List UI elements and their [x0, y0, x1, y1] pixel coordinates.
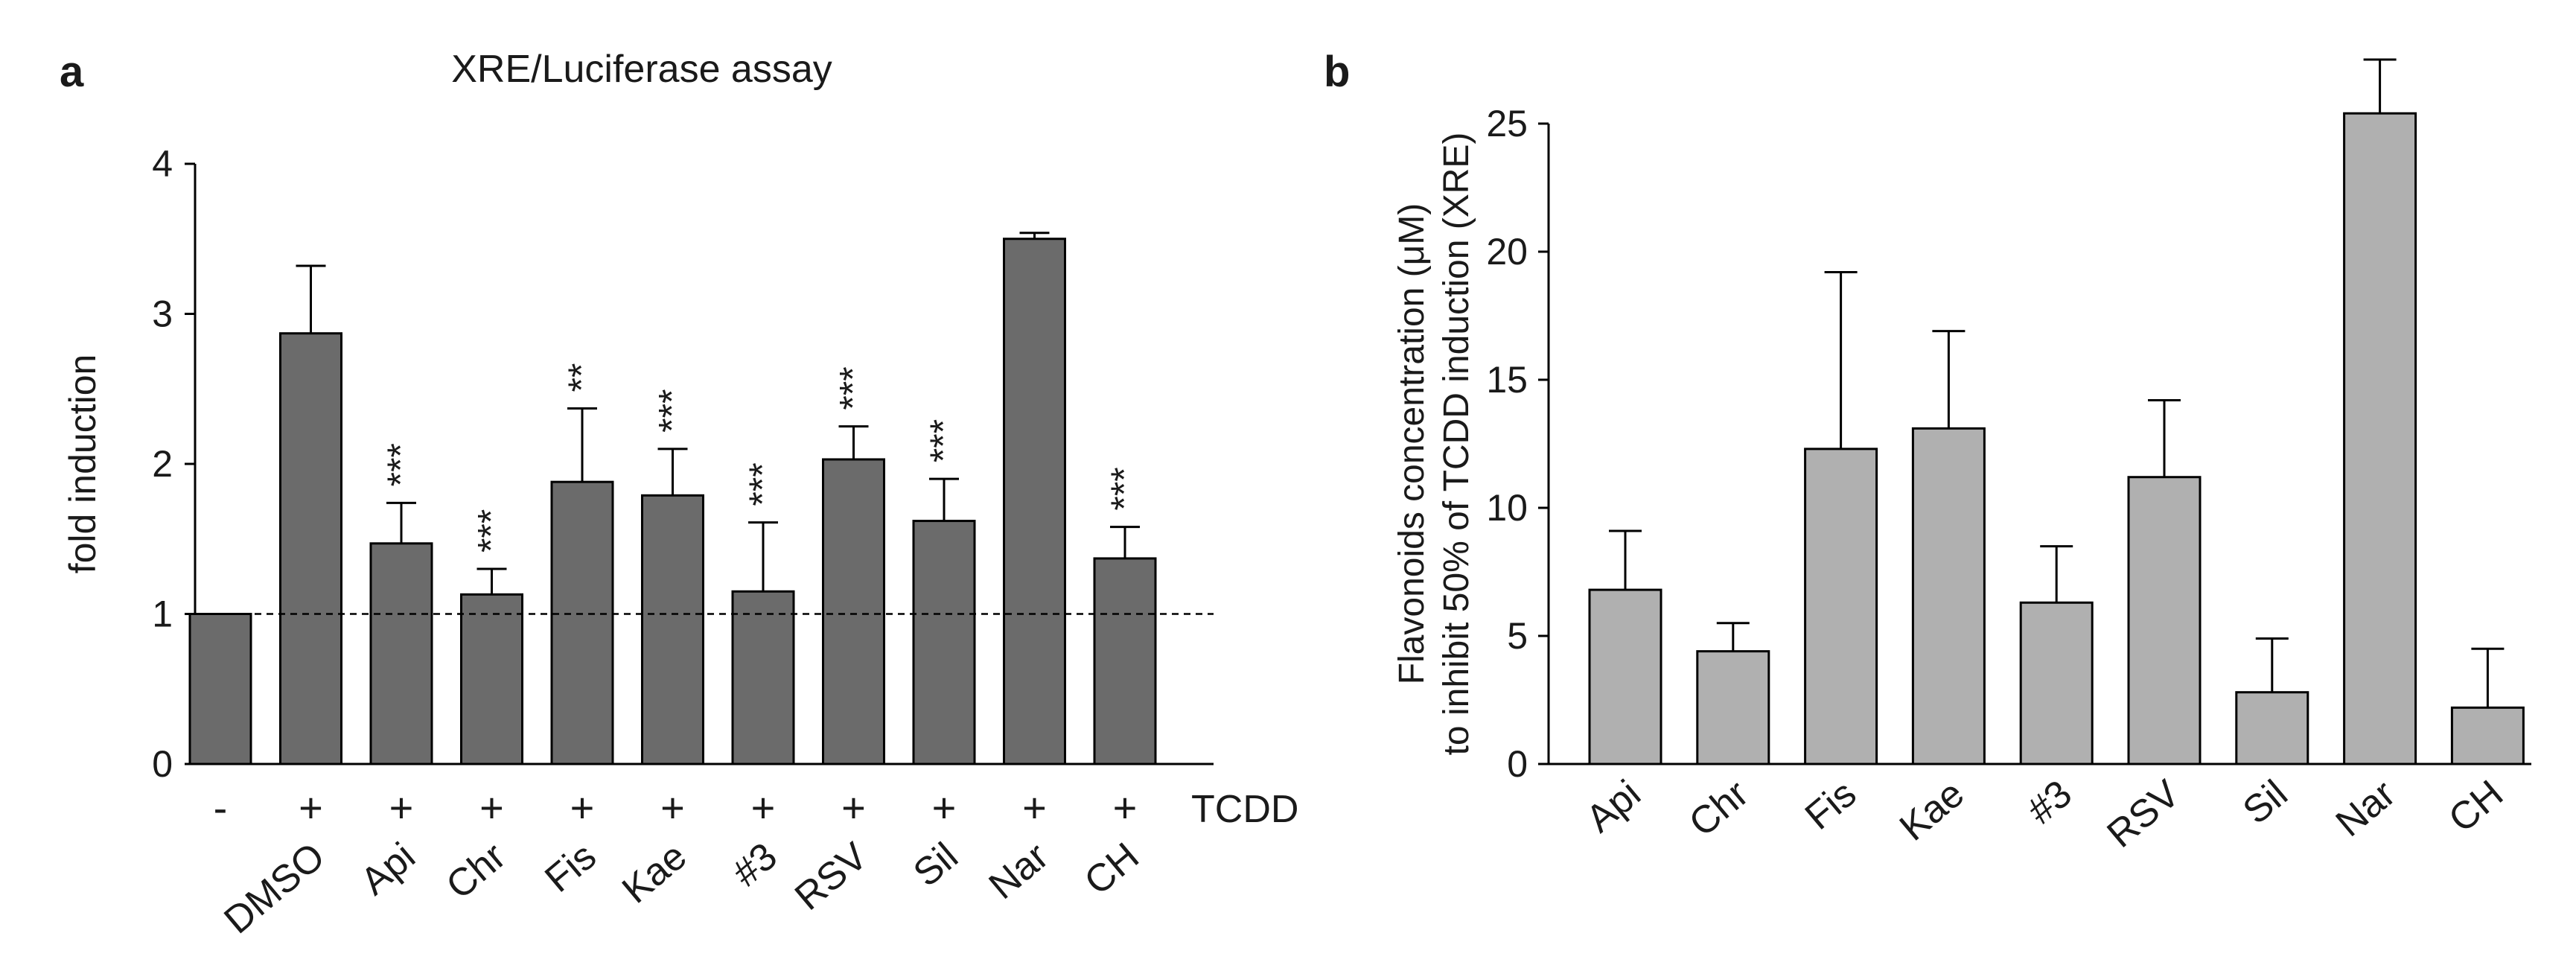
- panel-a-x-tick-label: Nar: [981, 835, 1056, 908]
- panel-a-significance-label: ***: [832, 366, 874, 410]
- panel-a-treatment-sign: +: [1022, 784, 1047, 831]
- panel-a-x-tick-label: Kae: [614, 835, 695, 912]
- panel-a-significance-label: **: [561, 363, 602, 392]
- panel-a-treatment-sign: +: [389, 784, 414, 831]
- panel-b-x-tick-label: Nar: [2328, 772, 2403, 845]
- panel-b-letter: b: [1324, 48, 1350, 96]
- panel-a-bar: [1093, 557, 1157, 765]
- panel-b-x-tick-label: Sil: [2235, 772, 2296, 833]
- panel-b-bar: [2235, 691, 2309, 765]
- panel-a-significance-label: ***: [1103, 467, 1145, 510]
- panel-a-treatment-sign: +: [932, 784, 957, 831]
- panel-a-letter: a: [60, 48, 84, 96]
- panel-a-x-tick-label: #3: [724, 835, 785, 896]
- panel-b-x-tick-label: Fis: [1797, 772, 1864, 838]
- panel-b-y-tick-label: 0: [1507, 743, 1528, 785]
- panel-a-bar: [369, 542, 433, 765]
- panel-b-x-tick-label: Api: [1578, 772, 1649, 841]
- panel-a-y-tick-label: 1: [152, 593, 173, 635]
- panel-b-x-tick-label: #3: [2019, 772, 2080, 833]
- panel-a-x-tick-label: CH: [1077, 835, 1147, 904]
- panel-a-y-tick-label: 3: [152, 293, 173, 335]
- panel-a-treatment-sign: +: [570, 784, 595, 831]
- panel-b-bar: [2019, 601, 2094, 765]
- panel-a-treatment-sign: +: [299, 784, 323, 831]
- panel-a-bar: [912, 520, 976, 765]
- panel-a-x-tick-label: DMSO: [216, 835, 333, 943]
- panel-b-x-tick-label: RSV: [2100, 772, 2188, 856]
- panel-b-bar: [1588, 588, 1662, 765]
- panel-b-y-axis-label-line2: to inhibit 50% of TCDD induction (XRE): [1437, 133, 1476, 756]
- panel-a-significance-label: ***: [742, 462, 783, 506]
- panel-b-x-tick-label: Chr: [1681, 772, 1756, 845]
- panel-a-treatment-sign: +: [841, 784, 866, 831]
- panel-b-bar: [1696, 650, 1770, 765]
- panel-a-bar: [279, 332, 342, 765]
- panel-a-bar: [460, 593, 523, 765]
- panel-a-y-tick-label: 2: [152, 443, 173, 485]
- panel-b-y-tick-label: 15: [1486, 359, 1528, 401]
- panel-b-bar: [1911, 427, 1986, 765]
- panel-a-bar: [188, 613, 252, 765]
- panel-a-treatment-sign: +: [751, 784, 776, 831]
- panel-a-x-tick-label: Sil: [905, 835, 966, 896]
- panel-a-x-tick-label: RSV: [787, 835, 876, 919]
- panel-a-title: XRE/Luciferase assay: [451, 48, 832, 91]
- panel-b-bar: [2450, 706, 2525, 765]
- panel-b-x-tick-label: Kae: [1892, 772, 1972, 850]
- panel-a-bar: [822, 458, 885, 765]
- panel-b-y-tick-label: 25: [1486, 103, 1528, 144]
- panel-a-y-tick-label: 4: [152, 143, 173, 185]
- panel-a-x-tick-label: Api: [353, 835, 424, 904]
- panel-a-chart: a XRE/Luciferase assay fold induction 0 1 2 3 4…: [60, 48, 1298, 942]
- panel-b-chart: b Flavonoids concentration (μM) to inhibit…: [1324, 48, 2531, 856]
- panel-a-y-tick-label: 0: [152, 743, 173, 785]
- panel-a-treatment-sign: +: [660, 784, 685, 831]
- panel-a-bar: [1003, 238, 1066, 765]
- panel-b-y-tick-label: 20: [1486, 231, 1528, 273]
- panel-b-x-tick-label: CH: [2440, 772, 2511, 841]
- panel-a-significance-label: ***: [922, 419, 964, 462]
- panel-b-bar: [2343, 112, 2417, 765]
- panel-a-bar: [731, 590, 795, 765]
- panel-b-y-tick-label: 10: [1486, 487, 1528, 529]
- panel-a-significance-label: ***: [651, 389, 693, 432]
- panel-a-treatment-sign: +: [1113, 784, 1138, 831]
- panel-a-bar: [550, 480, 614, 765]
- panel-a-significance-label: ***: [471, 509, 512, 553]
- panel-b-y-tick-label: 5: [1507, 615, 1528, 657]
- panel-a-significance-label: ***: [380, 443, 421, 486]
- panel-a-x-tick-label: Chr: [439, 835, 514, 908]
- panel-b-bar: [1804, 448, 1878, 765]
- panel-b-bar: [2127, 476, 2202, 765]
- panel-a-treatment-sign: +: [479, 784, 504, 831]
- panel-a-y-axis-label: fold induction: [62, 354, 103, 574]
- panel-a-bar: [641, 494, 704, 765]
- panel-a-x-tick-label: Fis: [537, 835, 604, 901]
- panel-a-treatment-sign: -: [214, 784, 228, 831]
- panel-a-treatment-label: TCDD: [1191, 788, 1298, 831]
- panel-b-y-axis-label-line1: Flavonoids concentration (μM): [1392, 203, 1432, 685]
